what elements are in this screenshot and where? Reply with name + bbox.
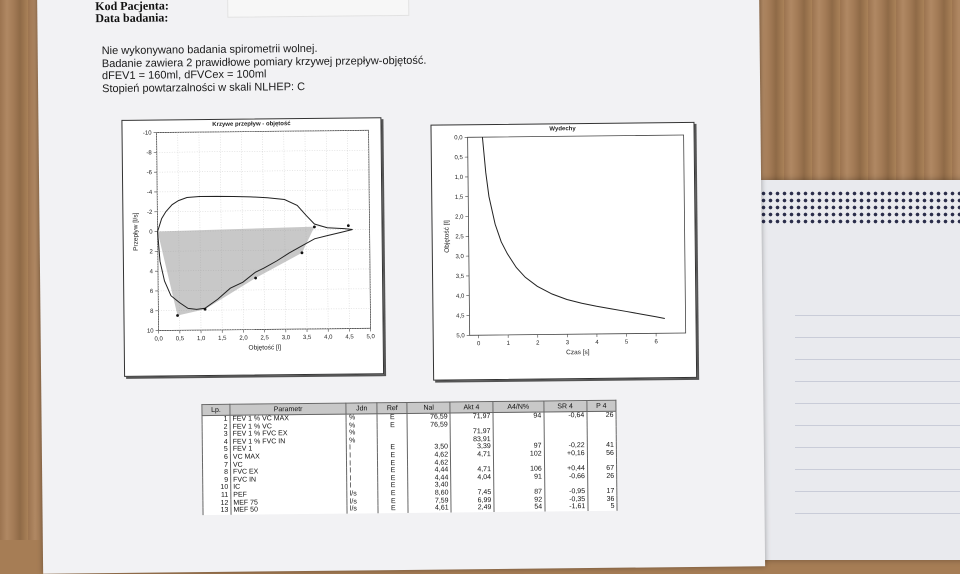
y-tick-label: 4,0: [456, 294, 465, 300]
y-tick-label: 4: [150, 269, 154, 275]
test-date-label: Data badania:: [95, 10, 168, 26]
x-tick-label: 0,5: [176, 336, 185, 342]
column-header: A4/N%: [493, 401, 544, 413]
table-cell: 6: [202, 454, 230, 462]
x-tick-label: 4,0: [324, 335, 333, 341]
y-tick-label: 0,5: [454, 155, 463, 161]
table-cell: 2,49: [451, 504, 494, 512]
notebook-page: [760, 180, 960, 560]
column-header: Lp.: [202, 404, 230, 415]
table-cell: l/s: [347, 505, 378, 513]
y-tick-label: 1,0: [455, 175, 464, 181]
column-header: Akt 4: [450, 402, 493, 413]
column-header: SR 4: [544, 401, 587, 412]
x-tick-label: 0: [477, 341, 481, 347]
table-cell: 8: [203, 469, 231, 477]
column-header: P 4: [587, 400, 616, 411]
table-cell: 1: [202, 415, 230, 423]
table-cell: 17: [588, 488, 617, 496]
notebook-rule: [795, 359, 960, 360]
y-tick-label: 4,5: [456, 314, 465, 320]
x-tick-label: 6: [654, 339, 658, 345]
table-cell: 13: [203, 507, 231, 515]
table-cell: 5: [588, 503, 617, 511]
notebook-rule: [795, 337, 960, 338]
table-cell: E: [378, 505, 408, 513]
y-tick-label: 0,0: [454, 135, 463, 141]
y-tick-label: 5,0: [456, 333, 465, 339]
x-tick-label: 2,5: [261, 335, 270, 341]
table-cell: 56: [587, 450, 616, 458]
y-tick-label: 2: [149, 249, 153, 255]
y-axis-label: Przepływ [l/s]: [132, 212, 139, 251]
x-tick-label: 5: [625, 340, 629, 346]
x-tick-label: 1: [507, 341, 511, 347]
plot-area: [468, 135, 686, 335]
y-tick-label: 0: [149, 230, 153, 236]
table-cell: 67: [587, 465, 616, 473]
y-tick-label: -10: [143, 131, 152, 137]
table-cell: 3: [202, 431, 230, 439]
test-notes: Nie wykonywano badania spirometrii wolne…: [102, 42, 427, 95]
notebook-rule: [795, 381, 960, 382]
y-tick-label: 10: [147, 329, 154, 335]
x-tick-label: 2,0: [239, 336, 248, 342]
notebook-rule: [795, 469, 960, 470]
y-tick-label: 2,5: [455, 234, 464, 240]
spirometry-report-page: Kod Pacjenta: Data badania: Nie wykonywa…: [37, 0, 765, 574]
notebook-rule: [795, 315, 960, 316]
notebook-rule: [795, 425, 960, 426]
y-axis-label: Objętość [l]: [443, 220, 450, 253]
table-cell: 54: [494, 504, 545, 512]
column-header: Ref: [377, 402, 407, 413]
x-tick-label: 5,0: [367, 334, 376, 340]
notebook-rule: [795, 491, 960, 492]
y-tick-label: 2,0: [455, 215, 464, 221]
column-header: Jdn: [346, 403, 377, 414]
x-tick-label: 4,5: [345, 334, 354, 340]
table-cell: 11: [203, 492, 231, 500]
table-cell: 94: [493, 412, 544, 421]
y-tick-label: 3,5: [456, 274, 465, 280]
x-tick-label: 1,5: [218, 336, 227, 342]
x-tick-label: 3,5: [303, 335, 312, 341]
x-axis-label: Objętość [l]: [249, 344, 282, 351]
y-tick-label: 1,5: [455, 195, 464, 201]
notebook-rule: [795, 513, 960, 514]
x-tick-label: 1,0: [197, 336, 206, 342]
table-cell: 26: [587, 411, 616, 419]
notebook-rule: [795, 447, 960, 448]
table-cell: 26: [587, 473, 616, 481]
y-tick-label: -6: [147, 170, 153, 176]
table-cell: 4,61: [408, 505, 451, 513]
flow-volume-plot: 0,0 0,5 1,0 1,5 2,0 2,5 3,0 3,5 4,0 4,5 5,0 -10 -8 -6…: [122, 118, 383, 376]
table-cell: -0,64: [544, 412, 587, 421]
column-header: Nal: [407, 402, 450, 413]
note-line: Stopień powtarzalności w skali NLHEP: C: [102, 79, 427, 95]
x-tick-label: 0,0: [155, 336, 164, 342]
x-axis-label: Czas [s]: [566, 349, 590, 356]
volume-time-plot: 0 1 2 3 4 5 6 0,0 0,5 1,0 1,5 2,0 2,5 3,0 3,5 4,0 4,5 5,0…: [431, 123, 696, 380]
table-cell: 76,59: [407, 413, 450, 422]
table-cell: MEF 50: [231, 506, 348, 515]
notebook-dot-pattern: [760, 190, 960, 224]
redacted-patient-info: [227, 0, 409, 18]
y-tick-label: 6: [150, 289, 154, 295]
table-cell: -1,61: [545, 503, 588, 511]
y-tick-label: -8: [146, 150, 152, 156]
notebook-rule: [795, 403, 960, 404]
y-tick-label: -4: [147, 190, 153, 196]
table-cell: 71,97: [450, 413, 493, 422]
x-tick-label: 4: [595, 340, 599, 346]
x-tick-label: 2: [536, 341, 540, 347]
x-tick-label: 3: [566, 340, 570, 346]
y-tick-label: 3,0: [455, 254, 464, 260]
y-tick-label: -2: [147, 210, 153, 216]
x-tick-label: 3,0: [282, 335, 291, 341]
y-tick-label: 8: [150, 309, 154, 315]
